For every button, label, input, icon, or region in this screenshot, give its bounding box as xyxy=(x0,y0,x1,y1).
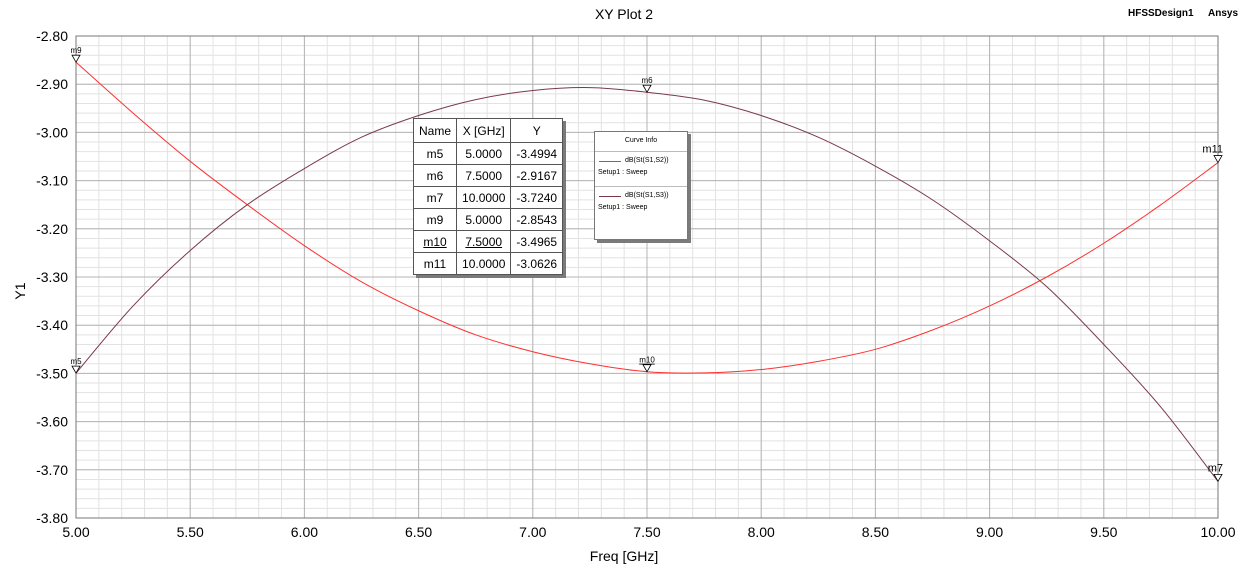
legend-swatch xyxy=(599,196,621,197)
cell-x: 10.0000 xyxy=(456,186,512,209)
col-header-y: Y xyxy=(510,118,564,143)
chart-title: XY Plot 2 xyxy=(594,6,654,22)
table-row[interactable]: m11 10.0000 -3.0626 xyxy=(412,252,564,275)
marker-triangle xyxy=(642,364,652,373)
cell-name: m11 xyxy=(412,252,458,275)
x-tick-label: 7.50 xyxy=(633,524,660,540)
cell-name: m9 xyxy=(412,208,458,231)
y-tick-label: -2.80 xyxy=(36,28,68,44)
cell-y: -2.9167 xyxy=(510,164,564,187)
marker-triangle xyxy=(71,54,81,63)
curve-info-title: Curve Info xyxy=(595,132,687,152)
y-tick-label: -3.70 xyxy=(36,462,68,478)
y-tick-label: -3.10 xyxy=(36,173,68,189)
x-tick-label: 8.00 xyxy=(748,524,775,540)
marker-label: m5 xyxy=(70,357,82,366)
legend-series-name: dB(St(S1,S3)) xyxy=(625,192,669,199)
cell-y: -3.4994 xyxy=(510,142,564,165)
cell-x: 5.0000 xyxy=(456,142,512,165)
y-tick-label: -3.20 xyxy=(36,221,68,237)
marker-label: m9 xyxy=(70,46,82,55)
y-tick-label: -3.30 xyxy=(36,269,68,285)
y-axis-label: Y1 xyxy=(12,282,28,300)
legend-series-name: dB(St(S1,S2)) xyxy=(625,157,669,164)
marker-table-header: Name X [GHz] Y xyxy=(412,118,564,143)
marker-triangle xyxy=(1213,473,1223,483)
y-tick-label: -3.40 xyxy=(36,317,68,333)
table-row[interactable]: m10 7.5000 -3.4965 xyxy=(412,230,564,253)
marker-triangle xyxy=(1213,155,1223,164)
cell-y: -2.8543 xyxy=(510,208,564,231)
x-tick-label: 10.00 xyxy=(1200,524,1235,540)
y-tick-label: -3.00 xyxy=(36,124,68,140)
marker-triangle xyxy=(71,365,81,374)
col-header-name: Name xyxy=(412,118,458,143)
y-tick-label: -3.80 xyxy=(36,510,68,526)
cell-x: 7.5000 xyxy=(456,164,512,187)
curve-info-legend[interactable]: Curve Info dB(St(S1,S2)) Setup1 : Sweep … xyxy=(594,131,688,240)
x-tick-label: 9.50 xyxy=(1090,524,1117,540)
table-row[interactable]: m7 10.0000 -3.7240 xyxy=(412,186,564,209)
cell-name: m5 xyxy=(412,142,458,165)
legend-setup: Setup1 : Sweep xyxy=(598,204,648,211)
x-tick-label: 8.50 xyxy=(862,524,889,540)
cell-name: m10 xyxy=(412,230,458,253)
marker-label: m6 xyxy=(641,76,653,85)
y-tick-label: -3.50 xyxy=(36,365,68,381)
cell-y: -3.7240 xyxy=(510,186,564,209)
cell-name: m7 xyxy=(412,186,458,209)
table-row[interactable]: m5 5.0000 -3.4994 xyxy=(412,142,564,165)
legend-setup: Setup1 : Sweep xyxy=(598,169,648,176)
cell-name: m6 xyxy=(412,164,458,187)
legend-entry[interactable]: dB(St(S1,S2)) Setup1 : Sweep xyxy=(595,152,687,186)
x-tick-label: 7.00 xyxy=(519,524,546,540)
x-tick-label: 9.00 xyxy=(976,524,1003,540)
plot-frame xyxy=(75,35,1219,519)
legend-entry[interactable]: dB(St(S1,S3)) Setup1 : Sweep xyxy=(595,186,687,221)
cell-y: -3.4965 xyxy=(510,230,564,253)
x-axis-label: Freq [GHz] xyxy=(589,548,659,564)
cell-x: 7.5000 xyxy=(456,230,512,253)
series-line xyxy=(75,87,1219,482)
x-tick-label: 6.00 xyxy=(291,524,318,540)
vendor-logo-text: Ansys xyxy=(1208,8,1239,19)
marker-label: m7 xyxy=(1208,462,1223,474)
design-name: HFSSDesign1 xyxy=(1128,8,1194,19)
col-header-x: X [GHz] xyxy=(456,118,512,143)
table-row[interactable]: m6 7.5000 -2.9167 xyxy=(412,164,564,187)
y-tick-label: -2.90 xyxy=(36,76,68,92)
x-tick-label: 5.50 xyxy=(177,524,204,540)
cell-x: 5.0000 xyxy=(456,208,512,231)
marker-label: m11 xyxy=(1202,144,1223,156)
cell-y: -3.0626 xyxy=(510,252,564,275)
legend-swatch xyxy=(599,161,621,162)
marker-triangle xyxy=(642,84,652,94)
marker-label: m10 xyxy=(639,356,655,365)
y-tick-label: -3.60 xyxy=(36,414,68,430)
marker-table[interactable]: Name X [GHz] Y m5 5.0000 -3.4994 m6 7.50… xyxy=(412,118,564,275)
cell-x: 10.0000 xyxy=(456,252,512,275)
x-tick-label: 6.50 xyxy=(405,524,432,540)
table-row[interactable]: m9 5.0000 -2.8543 xyxy=(412,208,564,231)
x-tick-label: 5.00 xyxy=(62,524,89,540)
